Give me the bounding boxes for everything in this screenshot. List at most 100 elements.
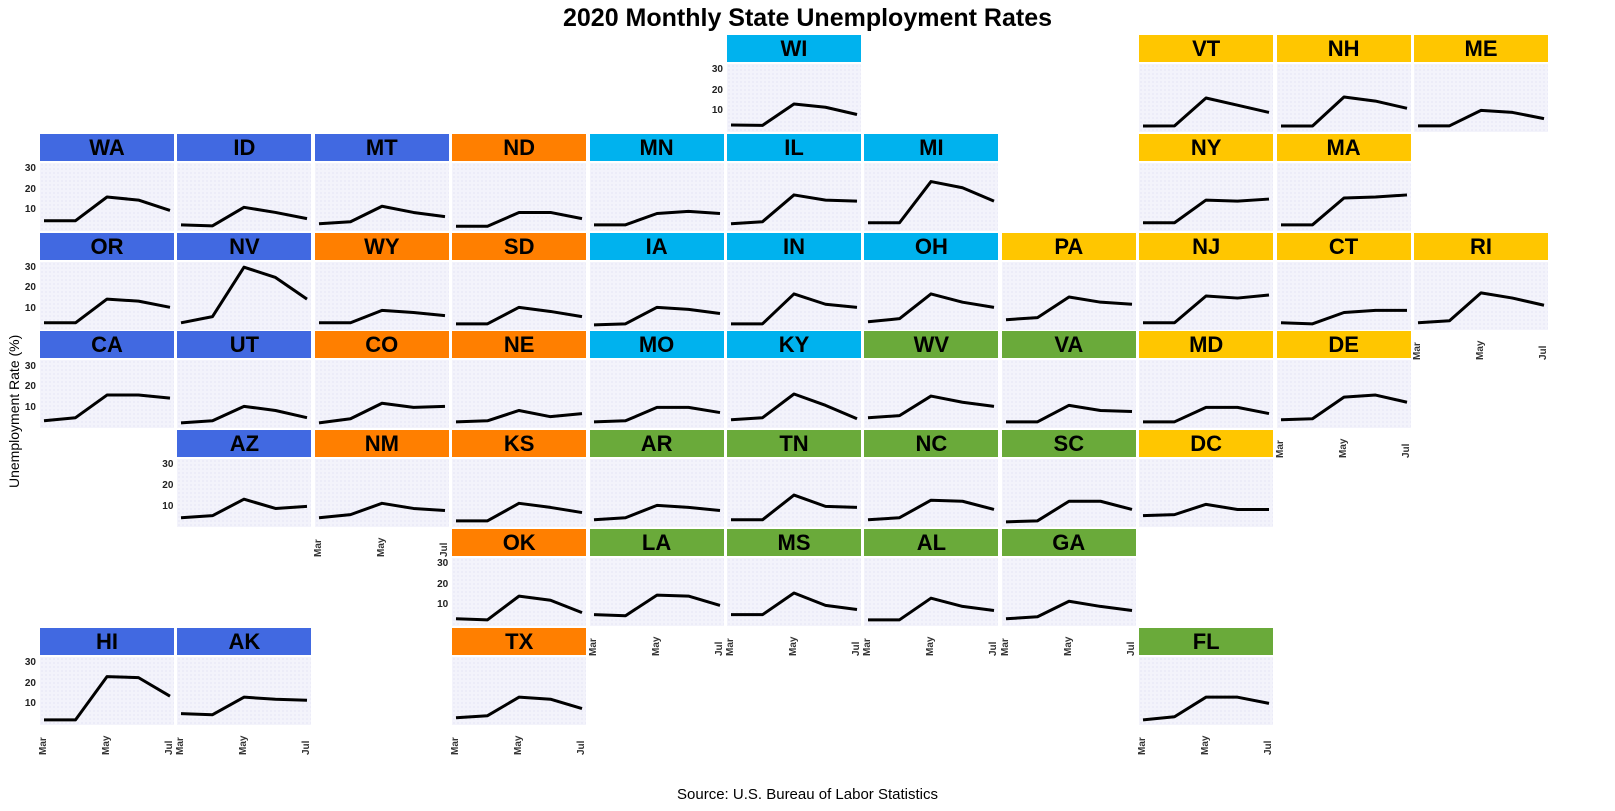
plot-area — [452, 459, 587, 528]
y-tick-label: 20 — [24, 381, 36, 393]
plot-area — [1139, 459, 1274, 528]
x-tick-label: Mar — [1137, 737, 1149, 755]
panel-vt: VT — [1139, 35, 1274, 132]
chart-title: 2020 Monthly State Unemployment Rates — [562, 4, 1052, 32]
x-tick-label: May — [238, 735, 250, 755]
strip-label-ny: NY — [1139, 133, 1274, 161]
plot-area — [1139, 360, 1274, 429]
x-tick-label: May — [1200, 735, 1212, 755]
plot-area — [1139, 64, 1274, 132]
line-plot — [43, 195, 171, 222]
strip-label-mt: MT — [314, 133, 449, 161]
line-plot — [318, 204, 445, 226]
strip-label-ia: IA — [589, 232, 724, 260]
y-tick-label: 30 — [24, 162, 36, 174]
panel-ut: UT — [177, 331, 312, 429]
panel-ok: OK 10 20 30 — [437, 529, 587, 626]
line-plot — [868, 596, 995, 622]
y-tick-label: 30 — [24, 360, 36, 372]
y-tick-label: 30 — [437, 558, 449, 570]
line-plot — [730, 102, 858, 127]
x-tick-label: May — [788, 636, 799, 656]
panel-nh: NH — [1276, 35, 1411, 132]
x-tick-label: Mar — [862, 638, 874, 656]
plot-area — [40, 360, 174, 429]
series-line-sc — [1005, 499, 1133, 524]
plot-area — [1001, 360, 1136, 429]
plot-area — [1001, 261, 1136, 330]
line-plot — [593, 406, 720, 424]
plot-area — [314, 459, 449, 528]
panel-dc: DC — [1139, 430, 1274, 528]
y-tick-label: 20 — [24, 282, 36, 294]
plot-area — [177, 459, 312, 528]
x-tick-label: Mar — [725, 638, 736, 656]
y-tick-label: 10 — [711, 105, 723, 117]
series-line-tn — [731, 493, 858, 522]
strip-label-nm: NM — [314, 430, 449, 458]
panel-wy: WY — [314, 232, 449, 330]
strip-label-nh: NH — [1276, 35, 1411, 62]
line-plot — [1143, 406, 1270, 424]
line-plot — [318, 402, 445, 425]
strip-label-ca: CA — [40, 331, 174, 359]
y-tick-label: 10 — [24, 401, 36, 413]
plot-area — [40, 261, 174, 330]
panel-tx: TX Mar May Jul — [450, 627, 587, 755]
plot-area — [452, 162, 587, 231]
panel-mt: MT — [314, 133, 449, 231]
series-line-ak — [181, 695, 308, 716]
source-caption: Source: U.S. Bureau of Labor Statistics — [677, 786, 938, 803]
line-plot — [456, 210, 583, 228]
strip-label-nj: NJ — [1139, 232, 1274, 260]
plot-area — [864, 360, 999, 429]
line-plot — [868, 292, 995, 323]
panel-sd: SD — [452, 232, 587, 330]
series-line-hi — [44, 674, 171, 722]
panel-id: ID — [177, 133, 312, 231]
line-plot — [1005, 295, 1132, 321]
x-tick-label: Jul — [1125, 641, 1137, 656]
strip-label-sd: SD — [452, 232, 587, 260]
x-tick-label: May — [650, 636, 662, 656]
series-line-ny — [1143, 197, 1270, 225]
panel-ar: AR — [589, 430, 724, 528]
series-line-az — [181, 497, 308, 520]
line-plot — [43, 393, 171, 423]
strip-label-or: OR — [40, 232, 174, 260]
strip-label-me: ME — [1414, 35, 1548, 62]
strip-label-wi: WI — [727, 35, 861, 62]
line-plot — [868, 394, 995, 420]
plot-area — [589, 162, 724, 231]
panel-nm: NM Mar May Jul — [313, 430, 450, 557]
panel-ri: RI Mar May Jul — [1412, 232, 1549, 360]
panel-sc: SC — [1001, 430, 1136, 528]
series-line-wi — [730, 102, 858, 127]
strip-label-nv: NV — [177, 232, 312, 260]
strip-label-de: DE — [1276, 331, 1411, 359]
panel-va: VA — [1001, 331, 1136, 429]
plot-area — [589, 558, 724, 626]
series-line-ia — [593, 305, 720, 326]
series-line-ri — [1417, 291, 1545, 324]
line-plot — [593, 209, 720, 227]
x-tick-label: Jul — [1538, 345, 1549, 360]
series-line-ok — [456, 594, 583, 622]
panel-ne: NE — [452, 331, 587, 429]
plot-area — [40, 656, 174, 725]
series-line-mi — [868, 179, 995, 225]
y-tick-label: 10 — [437, 599, 449, 611]
strip-label-ut: UT — [177, 331, 312, 359]
strip-label-hi: HI — [40, 627, 174, 655]
x-tick-label: Jul — [1263, 740, 1275, 755]
series-line-dc — [1143, 503, 1270, 518]
strip-label-id: ID — [177, 133, 312, 161]
panel-md: MD — [1139, 331, 1274, 429]
panel-oh: OH — [864, 232, 999, 330]
strip-label-ma: MA — [1276, 133, 1411, 161]
x-tick-label: Mar — [1412, 341, 1423, 360]
panel-mn: MN — [589, 133, 724, 231]
strip-label-ms: MS — [727, 529, 861, 556]
series-line-nd — [456, 210, 583, 228]
x-tick-label: Mar — [1274, 440, 1286, 459]
